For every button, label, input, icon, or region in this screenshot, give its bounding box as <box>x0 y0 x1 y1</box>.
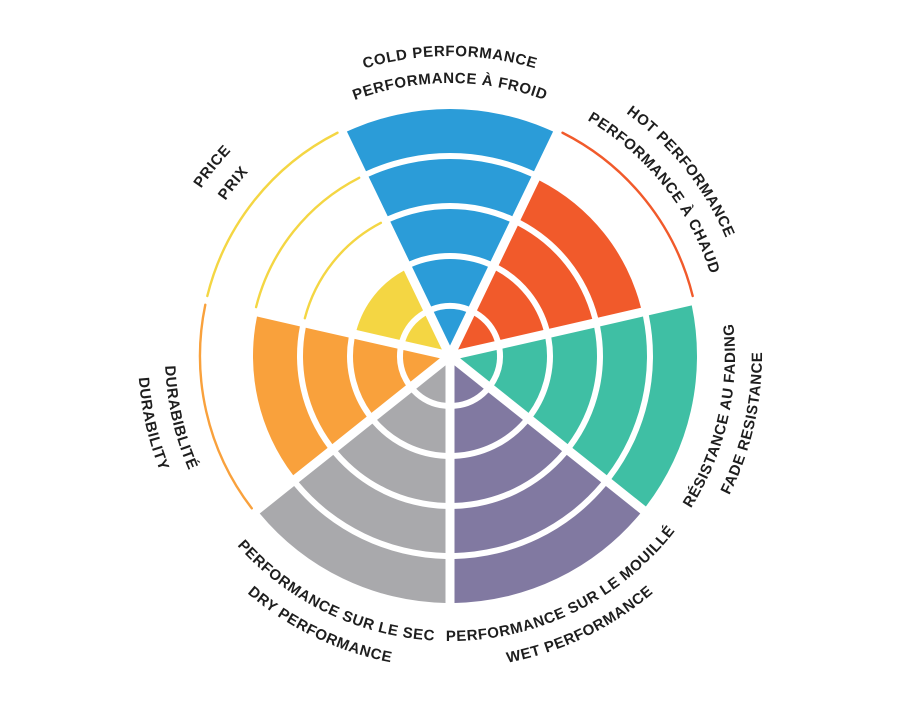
wedge-durability-ring-2 <box>352 338 406 413</box>
svg-text:COLD PERFORMANCE: COLD PERFORMANCE <box>361 43 539 72</box>
svg-text:PERFORMANCE À FROID: PERFORMANCE À FROID <box>350 70 549 104</box>
wedge-cold-performance-ring-5 <box>346 109 554 172</box>
wedge-wet-performance-ring-4 <box>454 454 602 553</box>
wedge-fade-resistance-ring-2 <box>494 338 548 413</box>
wedge-hot-performance-ring-4 <box>520 180 642 318</box>
wedge-price-ring-1 <box>405 315 442 350</box>
wedge-dry-performance-ring-1 <box>416 365 446 403</box>
wedge-price-ring-3-outline <box>303 221 383 320</box>
wheel-segments <box>198 109 698 603</box>
wedge-wet-performance-ring-5 <box>454 486 641 603</box>
label-hot-performance-line-1: HOT PERFORMANCE <box>624 103 738 241</box>
wedge-durability-ring-3 <box>302 327 367 445</box>
wedge-hot-performance-ring-3 <box>498 225 593 329</box>
wedge-wet-performance-ring-2 <box>454 392 523 453</box>
wedge-durability-ring-5-outline <box>198 303 253 510</box>
wedge-durability-ring-4 <box>253 316 328 476</box>
wedge-hot-performance-ring-5-outline <box>561 131 694 298</box>
wedge-fade-resistance-ring-4 <box>572 316 647 476</box>
wedge-hot-performance-ring-1 <box>458 315 495 350</box>
wedge-dry-performance-ring-3 <box>337 423 446 503</box>
wedge-price-ring-5-outline <box>206 131 339 298</box>
wedge-dry-performance-ring-2 <box>377 392 446 453</box>
svg-text:HOT PERFORMANCE: HOT PERFORMANCE <box>624 103 738 241</box>
wedge-dry-performance-ring-4 <box>298 454 446 553</box>
wedge-price-ring-2 <box>356 270 424 340</box>
wedge-wet-performance-ring-1 <box>454 365 484 403</box>
wedge-cold-performance-ring-2 <box>412 259 488 307</box>
label-cold-performance-line-1: COLD PERFORMANCE <box>361 43 539 72</box>
wedge-dry-performance-ring-5 <box>259 486 446 603</box>
wedge-fade-resistance-ring-3 <box>533 327 598 445</box>
wedge-price-ring-4-outline <box>254 176 361 309</box>
label-cold-performance-line-2: PERFORMANCE À FROID <box>350 70 549 104</box>
wedge-fade-resistance-ring-5 <box>611 305 698 507</box>
wedge-hot-performance-ring-2 <box>476 270 544 340</box>
wedge-fade-resistance-ring-1 <box>460 349 497 382</box>
wedge-durability-ring-1 <box>403 349 440 382</box>
wedge-cold-performance-ring-1 <box>433 309 467 346</box>
wedge-cold-performance-ring-4 <box>368 158 532 217</box>
wedge-cold-performance-ring-3 <box>390 209 510 262</box>
wedge-wet-performance-ring-3 <box>454 423 563 503</box>
